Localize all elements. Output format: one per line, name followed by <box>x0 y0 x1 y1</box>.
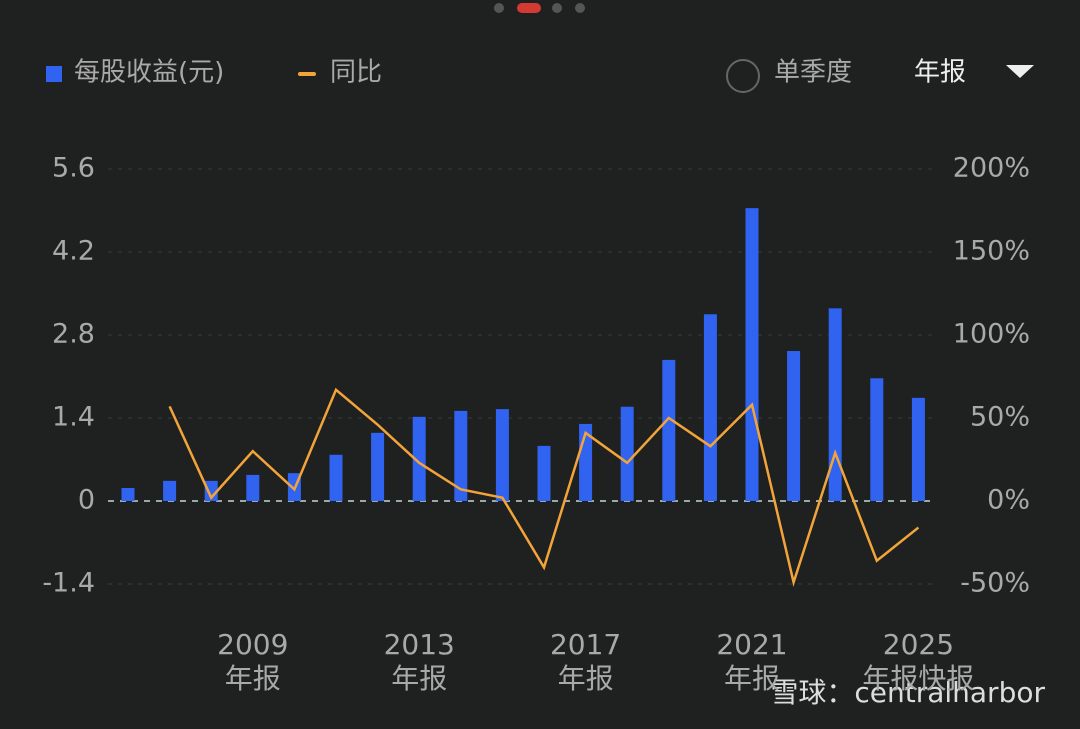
x-tick-label: 年报 <box>724 662 780 695</box>
y-tick-label: 0 <box>78 485 95 516</box>
y2-tick-label: 0% <box>987 485 1030 516</box>
bar <box>703 314 717 501</box>
bar <box>412 416 426 501</box>
page-dot <box>494 3 504 13</box>
bar <box>911 397 925 501</box>
x-tick-label: 2009 <box>217 628 288 661</box>
x-tick-label: 年报 <box>391 662 447 695</box>
y2-tick-label: 50% <box>970 402 1030 433</box>
y-tick-label: -1.4 <box>42 568 95 599</box>
x-tick-label: 年报 <box>558 662 614 695</box>
bar <box>329 454 343 501</box>
radio[interactable] <box>726 59 760 93</box>
bar <box>537 445 551 501</box>
toggle-selected[interactable]: 年报 <box>914 58 966 88</box>
bar <box>620 406 634 501</box>
watermark: 雪球：centralharbor <box>770 676 1045 709</box>
x-tick-label: 2025 <box>883 628 954 661</box>
x-tick-label: 2021 <box>716 628 787 661</box>
bar <box>121 487 135 501</box>
x-tick-label: 年报 <box>225 662 281 695</box>
y2-tick-label: 100% <box>953 319 1030 350</box>
y2-tick-label: 150% <box>953 236 1030 267</box>
bar <box>828 308 842 501</box>
bar <box>745 208 759 501</box>
x-tick-label: 2017 <box>550 628 621 661</box>
page-dot-active <box>517 3 541 13</box>
toggle-option[interactable]: 单季度 <box>774 58 852 88</box>
legend-label[interactable]: 每股收益(元) <box>74 58 224 88</box>
bar <box>246 474 260 501</box>
page-dot <box>575 3 585 13</box>
legend-swatch <box>298 72 316 76</box>
bar <box>787 351 801 501</box>
legend-swatch <box>46 66 62 82</box>
y-tick-label: 4.2 <box>52 236 95 267</box>
bar <box>204 480 218 501</box>
x-tick-label: 2013 <box>384 628 455 661</box>
y-tick-label: 2.8 <box>52 319 95 350</box>
page-dot <box>552 3 562 13</box>
bar <box>454 410 468 501</box>
y-tick-label: 1.4 <box>52 402 95 433</box>
x-tick-label: 年报快报 <box>862 662 974 695</box>
y2-tick-label: 200% <box>953 153 1030 184</box>
bar <box>662 359 676 501</box>
bar <box>163 480 177 501</box>
y-tick-label: 5.6 <box>52 153 95 184</box>
y2-tick-label: -50% <box>960 568 1030 599</box>
bar <box>371 432 385 501</box>
bar <box>870 378 884 501</box>
bar <box>495 409 509 501</box>
legend-label[interactable]: 同比 <box>330 58 382 88</box>
line <box>168 387 920 588</box>
dropdown-arrow[interactable] <box>1006 65 1034 78</box>
